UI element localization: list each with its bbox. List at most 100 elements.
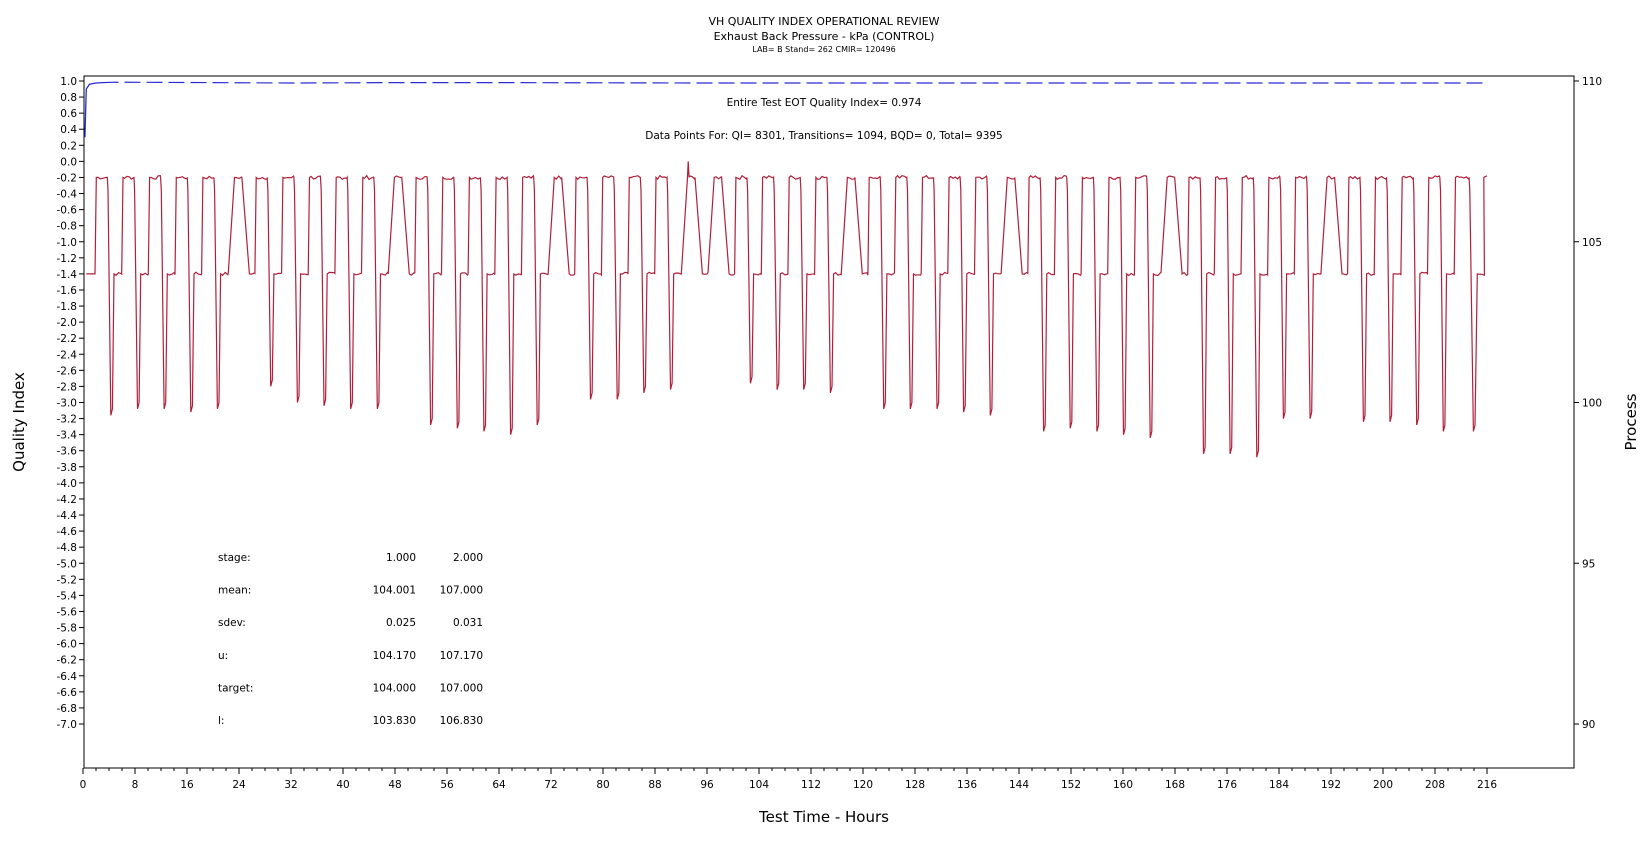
y-left-tick-label: -1.2 (57, 253, 78, 265)
y-left-tick-label: -3.8 (57, 462, 78, 474)
stats-value-stage2: 107.000 (440, 585, 483, 597)
y-left-tick-label: -2.0 (57, 317, 78, 329)
y-right-tick-label: 110 (1582, 76, 1602, 88)
y-left-tick-label: -6.2 (57, 655, 78, 667)
x-tick-label: 88 (648, 779, 661, 791)
y-left-tick-label: -4.8 (57, 542, 78, 554)
y-left-tick-label: -3.6 (57, 446, 78, 458)
y-left-tick-label: -6.4 (57, 671, 78, 683)
x-axis-label: Test Time - Hours (758, 808, 889, 826)
x-tick-label: 128 (905, 779, 925, 791)
x-tick-label: 56 (440, 779, 454, 791)
y-left-tick-label: -0.6 (57, 205, 78, 217)
y-axis-left-label: Quality Index (10, 372, 28, 472)
y-left-tick-label: -0.2 (57, 172, 78, 184)
y-left-tick-label: -6.6 (57, 687, 78, 699)
x-tick-label: 104 (749, 779, 769, 791)
y-left-tick-label: 0.8 (60, 92, 77, 104)
y-left-tick-label: -4.6 (57, 526, 78, 538)
y-left-tick-label: -5.4 (57, 590, 78, 602)
x-tick-label: 144 (1009, 779, 1029, 791)
y-left-tick-label: -1.6 (57, 285, 78, 297)
x-tick-label: 136 (957, 779, 977, 791)
stats-value-stage2: 107.170 (440, 650, 483, 662)
y-left-tick-label: -2.2 (57, 333, 78, 345)
stats-value-stage2: 2.000 (453, 552, 483, 564)
x-tick-label: 120 (853, 779, 873, 791)
stats-value-stage2: 107.000 (440, 682, 483, 694)
right-axis: 90 95 100 105 110 (1574, 76, 1602, 731)
y-left-tick-label: 1.0 (60, 76, 77, 88)
stats-label: target: (218, 682, 253, 694)
x-tick-label: 208 (1425, 779, 1445, 791)
y-left-tick-label: -6.8 (57, 703, 78, 715)
x-tick-label: 48 (388, 779, 401, 791)
x-tick-label: 200 (1373, 779, 1393, 791)
y-left-tick-label: -5.8 (57, 623, 78, 635)
y-left-tick-label: -1.0 (57, 237, 78, 249)
stats-value-stage1: 103.830 (373, 715, 416, 727)
left-axis: 1.0 0.8 0.6 0.4 0.2 0.0 -0.2 -0.4 -0.6 -0.8 -1.0 -1… (57, 76, 84, 731)
y-left-tick-label: 0.4 (60, 124, 77, 136)
y-left-tick-label: -1.4 (57, 269, 78, 281)
data-points-note: Data Points For: QI= 8301, Transitions= … (645, 130, 1002, 142)
y-left-tick-label: -4.0 (57, 478, 78, 490)
y-left-tick-label: 0.6 (60, 108, 77, 120)
stats-label: mean: (218, 585, 251, 597)
stats-value-stage1: 104.170 (373, 650, 416, 662)
x-axis: 0 8 16 24 32 40 48 56 64 72 80 88 96 104 112 120 128 136 1… (80, 768, 1497, 791)
x-tick-label: 96 (700, 779, 714, 791)
y-left-tick-label: -6.0 (57, 639, 78, 651)
x-tick-label: 216 (1477, 779, 1497, 791)
quality-index-rise (84, 81, 103, 138)
x-tick-label: 192 (1321, 779, 1341, 791)
y-left-tick-label: -3.0 (57, 398, 78, 410)
y-left-tick-label: -1.8 (57, 301, 78, 313)
quality-index-note: Entire Test EOT Quality Index= 0.974 (727, 97, 922, 109)
x-tick-label: 8 (132, 779, 139, 791)
chart-info-line: LAB= B Stand= 262 CMIR= 120496 (752, 45, 895, 54)
stats-value-stage1: 1.000 (386, 552, 416, 564)
y-axis-right-label: Process (1622, 393, 1640, 450)
stats-value-stage2: 106.830 (440, 715, 483, 727)
y-left-tick-label: -2.4 (57, 349, 78, 361)
quality-index-line (102, 81, 1487, 84)
stats-value-stage2: 0.031 (453, 617, 483, 629)
plot-frame (83, 75, 1575, 769)
x-tick-label: 176 (1217, 779, 1237, 791)
x-tick-label: 40 (336, 779, 349, 791)
y-left-tick-label: -7.0 (57, 719, 78, 731)
y-left-tick-label: 0.0 (60, 156, 77, 168)
y-right-tick-label: 90 (1582, 719, 1595, 731)
y-left-tick-label: -4.2 (57, 494, 78, 506)
y-left-tick-label: -2.8 (57, 381, 78, 393)
y-left-tick-label: -3.2 (57, 414, 78, 426)
y-right-tick-label: 95 (1582, 558, 1595, 570)
x-tick-label: 112 (801, 779, 821, 791)
stats-label: stage: (218, 552, 251, 564)
x-tick-label: 184 (1269, 779, 1289, 791)
x-tick-label: 32 (284, 779, 297, 791)
y-left-tick-label: -0.8 (57, 221, 78, 233)
stats-label: sdev: (218, 617, 246, 629)
stats-value-stage1: 104.000 (373, 682, 416, 694)
stats-table: stage: 1.000 2.000 mean: 104.001 107.000 sdev:… (218, 552, 483, 727)
y-left-tick-label: -5.0 (57, 558, 78, 570)
x-tick-label: 64 (492, 779, 506, 791)
x-tick-label: 24 (232, 779, 246, 791)
y-right-tick-label: 100 (1582, 398, 1602, 410)
x-tick-label: 0 (80, 779, 87, 791)
x-tick-label: 152 (1061, 779, 1081, 791)
x-tick-label: 160 (1113, 779, 1133, 791)
y-left-tick-label: -0.4 (57, 189, 78, 201)
y-right-tick-label: 105 (1582, 237, 1602, 249)
series-group (84, 81, 1488, 458)
stats-value-stage1: 104.001 (373, 585, 416, 597)
x-tick-label: 16 (180, 779, 194, 791)
y-left-tick-label: -5.6 (57, 606, 78, 618)
stats-value-stage1: 0.025 (386, 617, 416, 629)
y-left-tick-label: 0.2 (60, 140, 77, 152)
y-left-tick-label: -5.2 (57, 574, 78, 586)
stats-label: u: (218, 650, 228, 662)
